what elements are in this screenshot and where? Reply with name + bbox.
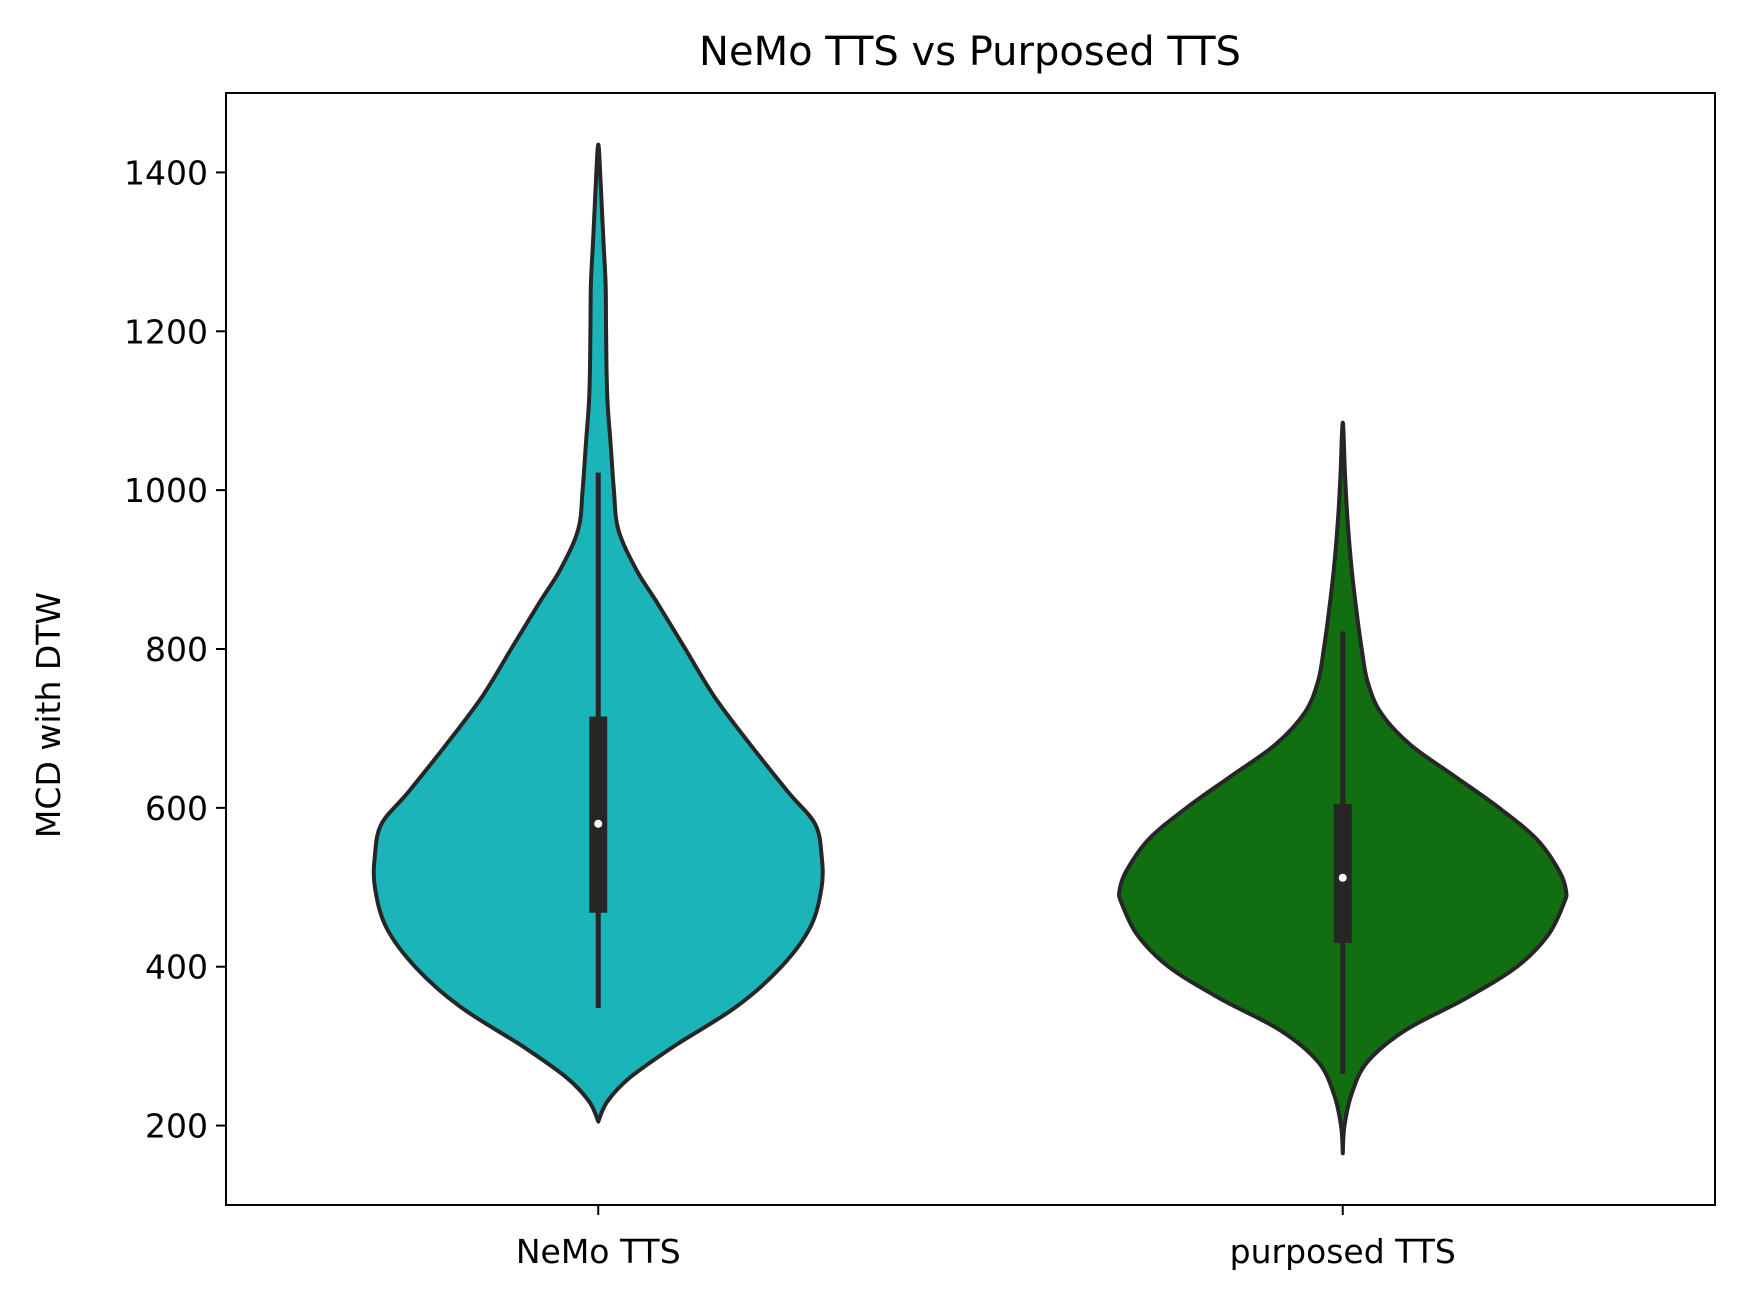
x-axis: NeMo TTS purposed TTS [516,1205,1456,1271]
iqr-box [1333,803,1352,943]
plot-area [371,142,1569,1156]
y-tick-label: 1400 [124,153,208,192]
y-axis-label: MCD with DTW [29,592,68,838]
y-axis: 200 400 600 800 1000 1200 1400 [124,153,226,1146]
median-point [1338,873,1347,882]
y-tick-label: 1000 [124,471,208,510]
median-point [594,819,603,828]
y-tick-label: 600 [145,789,208,828]
chart-title: NeMo TTS vs Purposed TTS [699,29,1241,75]
y-tick-label: 1200 [124,312,208,351]
x-tick-label: purposed TTS [1230,1232,1456,1271]
iqr-box [589,716,608,913]
y-tick-label: 800 [145,630,208,669]
x-tick-label: NeMo TTS [516,1232,681,1271]
y-tick-label: 200 [145,1107,208,1146]
y-tick-label: 400 [145,948,208,987]
plot-frame [225,92,1716,1206]
